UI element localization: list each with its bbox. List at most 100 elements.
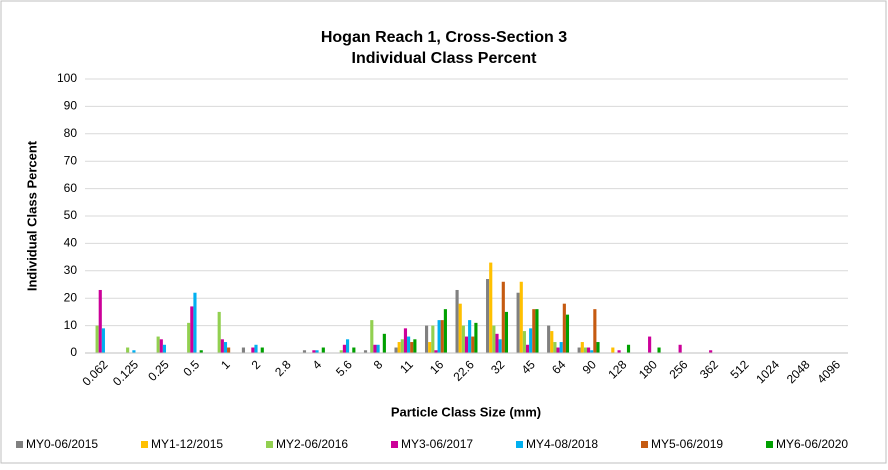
- bar: [525, 344, 530, 353]
- bar: [410, 342, 414, 353]
- bar: [565, 314, 570, 353]
- bar: [407, 336, 411, 353]
- bar: [516, 292, 520, 353]
- bar: [474, 322, 478, 353]
- bar: [617, 350, 621, 353]
- bar: [657, 347, 661, 353]
- y-tick-label: 60: [64, 181, 78, 195]
- bar: [577, 347, 581, 353]
- legend-swatch: [766, 441, 773, 448]
- bar: [489, 262, 493, 353]
- bar: [580, 342, 584, 353]
- bar: [492, 325, 496, 353]
- bar: [315, 350, 319, 353]
- bar: [352, 347, 356, 353]
- y-tick-label: 90: [64, 99, 78, 113]
- legend-label: MY5-06/2019: [651, 437, 723, 451]
- y-tick-label: 100: [57, 71, 77, 85]
- bar: [434, 350, 438, 353]
- legend-label: MY2-06/2016: [276, 437, 348, 451]
- bar: [413, 339, 417, 353]
- bar: [504, 311, 509, 353]
- legend-label: MY0-06/2015: [26, 437, 98, 451]
- bar: [321, 347, 325, 353]
- bar: [363, 350, 368, 353]
- bar: [254, 344, 258, 353]
- bar: [611, 347, 615, 353]
- bar: [458, 303, 462, 353]
- bar: [431, 325, 435, 353]
- bar: [373, 344, 377, 353]
- legend-label: MY3-06/2017: [401, 437, 473, 451]
- y-tick-label: 70: [64, 153, 78, 167]
- legend-swatch: [266, 441, 273, 448]
- bar: [464, 336, 469, 353]
- bar: [535, 309, 539, 353]
- bar: [403, 328, 408, 353]
- bar: [424, 325, 429, 353]
- bar: [370, 320, 374, 353]
- bar: [220, 339, 224, 353]
- bar: [553, 342, 557, 353]
- bar: [550, 331, 554, 353]
- y-tick-label: 50: [64, 208, 78, 222]
- bar: [678, 344, 682, 353]
- bar: [302, 350, 307, 353]
- bar: [626, 344, 631, 353]
- bar: [461, 325, 465, 353]
- bar: [495, 333, 499, 353]
- bar: [522, 331, 526, 353]
- chart-title: Hogan Reach 1, Cross-Section 3: [321, 29, 567, 46]
- bar: [382, 333, 386, 353]
- bar: [583, 347, 588, 353]
- bar: [471, 336, 475, 353]
- bar: [486, 279, 490, 353]
- y-tick-label: 20: [64, 290, 78, 304]
- bar: [159, 339, 163, 353]
- bar: [455, 289, 459, 353]
- bar: [709, 350, 713, 353]
- bar: [397, 342, 401, 353]
- legend-swatch: [141, 441, 148, 448]
- bar: [260, 347, 264, 353]
- bar: [501, 281, 505, 353]
- bar: [593, 309, 597, 353]
- bar: [199, 350, 203, 353]
- bar: [162, 344, 167, 353]
- bar: [190, 306, 194, 353]
- bar: [251, 347, 255, 353]
- bar: [101, 328, 105, 353]
- y-axis-label: Individual Class Percent: [24, 140, 39, 291]
- y-tick-label: 10: [64, 318, 78, 332]
- legend-label: MY1-12/2015: [151, 437, 223, 451]
- y-tick-label: 40: [64, 236, 78, 250]
- chart-subtitle: Individual Class Percent: [352, 50, 538, 67]
- legend-label: MY6-06/2020: [776, 437, 848, 451]
- bar: [587, 347, 591, 353]
- legend-swatch: [391, 441, 398, 448]
- bar: [126, 347, 130, 353]
- bar: [376, 344, 380, 353]
- bar: [156, 336, 160, 353]
- bar: [95, 325, 99, 353]
- bar: [498, 339, 502, 353]
- bar: [342, 344, 346, 353]
- bar: [217, 311, 221, 353]
- bar: [596, 342, 600, 353]
- bar: [562, 303, 566, 353]
- y-tick-label: 0: [70, 345, 77, 359]
- bar: [648, 336, 652, 353]
- bar: [437, 320, 441, 353]
- bar: [339, 350, 343, 353]
- bar: [227, 347, 231, 353]
- bar: [556, 347, 560, 353]
- bar: [443, 309, 447, 353]
- y-tick-label: 80: [64, 126, 78, 140]
- bar: [223, 342, 228, 353]
- bar: [394, 347, 398, 353]
- bar: [428, 342, 432, 353]
- bar: [98, 289, 102, 353]
- bar: [345, 339, 350, 353]
